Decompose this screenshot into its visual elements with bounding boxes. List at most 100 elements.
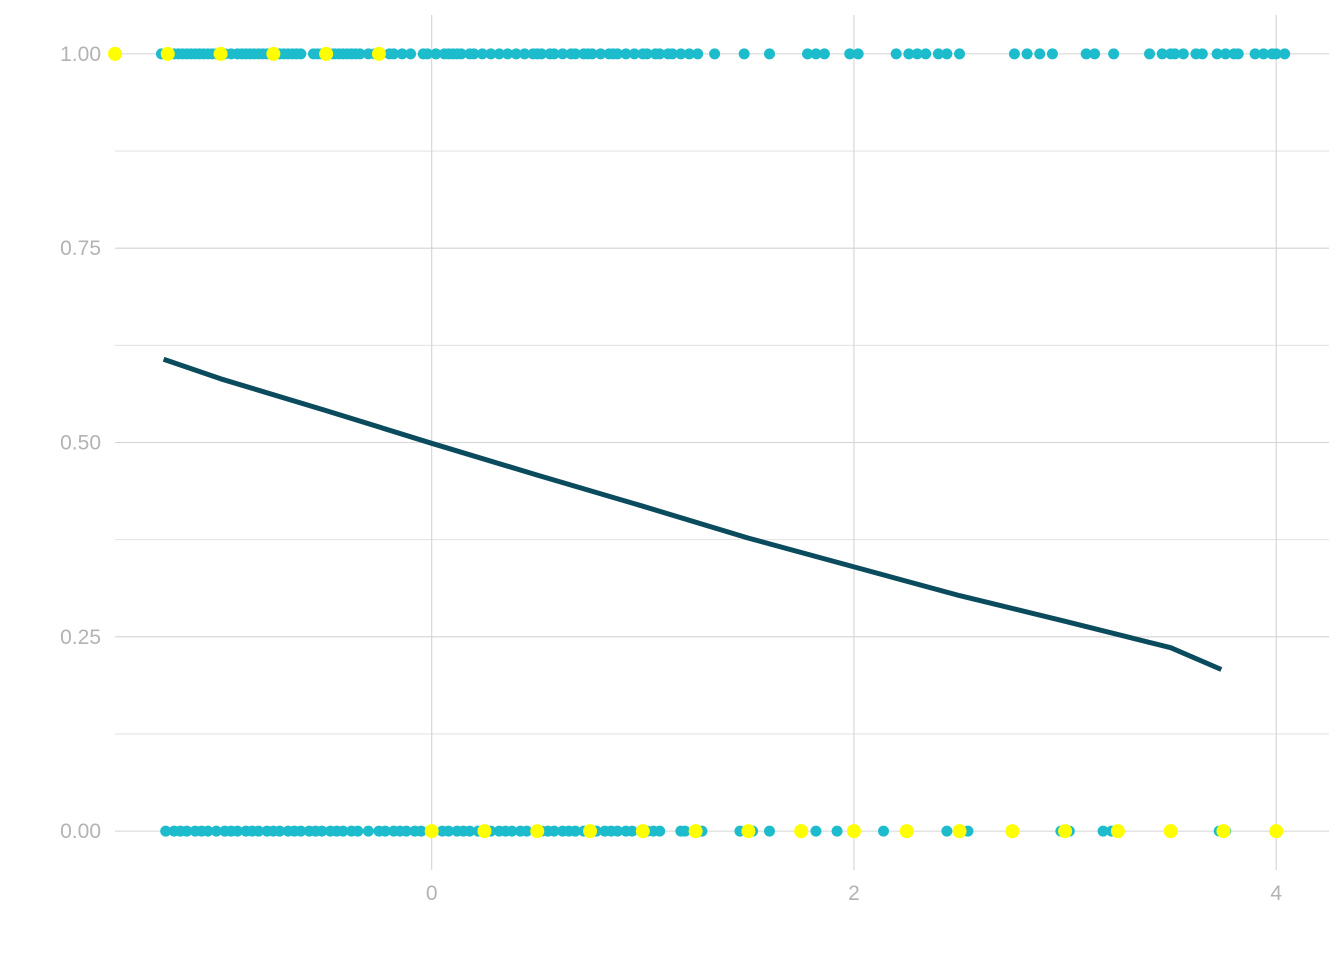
observed-point — [396, 48, 408, 60]
observed-point — [443, 825, 455, 837]
observed-point — [641, 48, 653, 60]
observed-point — [675, 48, 687, 60]
observed-point — [878, 825, 890, 837]
grid — [115, 15, 1329, 870]
observed-point — [611, 825, 623, 837]
observed-point — [316, 825, 328, 837]
observed-point — [455, 48, 467, 60]
observed-point — [1211, 48, 1223, 60]
highlighted-point — [952, 824, 967, 839]
highlighted-point — [266, 46, 281, 61]
observed-point — [1270, 48, 1282, 60]
observed-point — [654, 825, 666, 837]
observed-point — [954, 48, 966, 60]
observed-point — [548, 48, 560, 60]
observed-point — [400, 825, 412, 837]
observed-point — [295, 825, 307, 837]
highlighted-point — [1216, 824, 1231, 839]
observed-point — [1279, 48, 1291, 60]
observed-point — [362, 825, 374, 837]
observed-point — [388, 48, 400, 60]
observed-point — [692, 48, 704, 60]
observed-point — [337, 825, 349, 837]
y-tick-label: 0.75 — [60, 237, 101, 260]
observed-point — [852, 48, 864, 60]
highlighted-point — [477, 824, 492, 839]
y-tick-label: 0.25 — [60, 626, 101, 649]
observed-point — [810, 825, 822, 837]
observed-point — [1089, 48, 1101, 60]
observed-point — [628, 48, 640, 60]
observed-point — [1249, 48, 1261, 60]
observed-point — [1080, 48, 1092, 60]
y-tick-label: 0.00 — [60, 820, 101, 843]
y-tick-label: 0.50 — [60, 432, 101, 455]
highlighted-point — [794, 824, 809, 839]
observed-point — [557, 48, 569, 60]
observed-point — [274, 825, 286, 837]
highlighted-point — [635, 824, 650, 839]
observed-point — [1258, 48, 1270, 60]
observed-point — [586, 48, 598, 60]
observed-point — [1034, 48, 1046, 60]
observed-point — [1177, 48, 1189, 60]
observed-point — [911, 48, 923, 60]
observed-point — [352, 825, 364, 837]
observed-point — [595, 48, 607, 60]
observed-point — [831, 825, 843, 837]
observed-point — [1097, 825, 1109, 837]
observed-point — [802, 48, 814, 60]
highlighted-point — [1058, 824, 1073, 839]
observed-point — [521, 825, 533, 837]
observed-point — [181, 825, 193, 837]
observed-point — [210, 825, 222, 837]
observed-point — [1008, 48, 1020, 60]
observed-point — [421, 48, 433, 60]
observed-point — [405, 48, 417, 60]
observed-point — [654, 48, 666, 60]
observed-point — [160, 825, 172, 837]
observed-point — [502, 48, 514, 60]
observed-point — [535, 48, 547, 60]
observed-point — [903, 48, 915, 60]
observed-point — [415, 825, 427, 837]
highlighted-point — [846, 824, 861, 839]
observed-point — [890, 48, 902, 60]
observed-point — [510, 48, 522, 60]
observed-point — [430, 48, 442, 60]
highlighted-point — [530, 824, 545, 839]
highlighted-point — [1163, 824, 1178, 839]
observed-point — [620, 48, 632, 60]
observed-point — [354, 48, 366, 60]
fit-line-group — [162, 356, 1223, 672]
observed-point — [709, 48, 721, 60]
observed-point — [464, 825, 476, 837]
observed-point — [764, 825, 776, 837]
y-axis-tick-labels: 0.00 0.25 0.50 0.75 1.00 — [60, 43, 101, 843]
observed-point — [1169, 48, 1181, 60]
observed-point — [1156, 48, 1168, 60]
observed-point — [920, 48, 932, 60]
observed-point — [569, 825, 581, 837]
x-tick-label: 0 — [426, 882, 438, 905]
highlighted-point — [424, 824, 439, 839]
observed-point — [1046, 48, 1058, 60]
highlighted-point — [1110, 824, 1125, 839]
observed-point — [1220, 48, 1232, 60]
x-axis-tick-labels: 0 2 4 — [426, 882, 1283, 905]
highlighted-point — [371, 46, 386, 61]
x-tick-label: 4 — [1270, 882, 1282, 905]
observed-point — [1232, 48, 1244, 60]
observed-point — [476, 48, 488, 60]
observed-point — [810, 48, 822, 60]
highlighted-point — [1269, 824, 1284, 839]
data-points — [108, 46, 1291, 839]
observed-point — [818, 48, 830, 60]
observed-point — [1021, 48, 1033, 60]
observed-point — [231, 825, 243, 837]
highlighted-point — [160, 46, 175, 61]
observed-point — [1108, 48, 1120, 60]
observed-point — [683, 48, 695, 60]
observed-point — [941, 825, 953, 837]
